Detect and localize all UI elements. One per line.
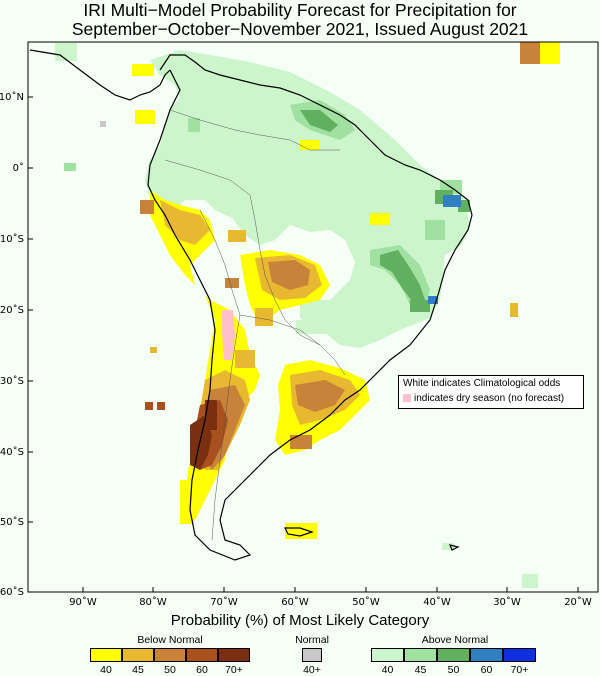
below-normal-areas — [132, 42, 560, 539]
below-swatch — [154, 648, 186, 662]
below-tick-label: 40 — [100, 664, 112, 676]
coastline — [29, 49, 473, 561]
below-swatch — [122, 648, 154, 662]
map-frame — [27, 41, 599, 593]
lon-label: 40˚W — [423, 596, 451, 608]
above-tick-label: 70+ — [510, 664, 529, 676]
lat-label: 10˚S — [0, 233, 24, 245]
below-swatch — [90, 648, 122, 662]
country-borders — [164, 109, 346, 541]
above-swatch — [371, 648, 404, 662]
dry-season-text: indicates dry season (no forecast) — [414, 393, 565, 404]
lon-label: 50˚W — [352, 596, 380, 608]
dry-season-area — [222, 310, 235, 360]
lat-label: 10˚N — [0, 91, 24, 103]
lon-label: 60˚W — [281, 596, 309, 608]
climatology-note: White indicates Climatological odds — [403, 378, 561, 389]
lat-label: 40˚S — [0, 446, 24, 458]
lat-label: 20˚S — [0, 304, 24, 316]
above-normal-label: Above Normal — [421, 634, 489, 646]
lon-label: 70˚W — [210, 596, 238, 608]
latitude-axis: 10˚N 0˚ 10˚S 20˚S 30˚S 40˚S 50˚S 60˚S — [0, 91, 33, 598]
below-swatch — [218, 648, 250, 662]
above-swatch — [503, 648, 536, 662]
map-note-box: White indicates Climatological odds indi… — [398, 375, 584, 409]
below-tick-label: 60 — [196, 664, 208, 676]
below-swatch — [186, 648, 218, 662]
lon-label: 20˚W — [564, 596, 592, 608]
above-tick-label: 50 — [447, 664, 460, 676]
above-tick-label: 60 — [480, 664, 493, 676]
above-normal-areas — [55, 43, 538, 588]
pink-swatch — [403, 394, 411, 402]
below-tick-label: 45 — [132, 664, 144, 676]
normal-area — [100, 121, 106, 127]
lat-label: 60˚S — [0, 586, 24, 598]
forecast-map: 10˚N 0˚ 10˚S 20˚S 30˚S 40˚S 50˚S 60˚S 90… — [0, 41, 599, 608]
lat-label: 0˚ — [13, 162, 24, 174]
below-tick-label: 70+ — [225, 664, 243, 676]
normal-label: Normal — [295, 634, 329, 646]
lon-label: 90˚W — [69, 596, 97, 608]
lat-label: 30˚S — [0, 375, 24, 387]
normal-tick-label: 40+ — [303, 664, 321, 676]
lon-label: 30˚W — [493, 596, 521, 608]
below-normal-label: Below Normal — [137, 634, 203, 646]
below-tick-label: 50 — [164, 664, 176, 676]
above-swatch — [437, 648, 470, 662]
normal-swatch — [302, 648, 322, 662]
dry-season-note: indicates dry season (no forecast) — [403, 393, 564, 404]
lon-label: 80˚W — [139, 596, 167, 608]
above-swatch — [470, 648, 503, 662]
above-tick-label: 40 — [381, 664, 394, 676]
above-tick-label: 45 — [414, 664, 427, 676]
legend-title: Probability (%) of Most Likely Category — [170, 612, 430, 629]
map-title-line1: IRI Multi−Model Probability Forecast for… — [83, 0, 517, 20]
longitude-axis: 90˚W 80˚W 70˚W 60˚W 50˚W 40˚W 30˚W 20˚W — [69, 587, 592, 608]
lat-label: 50˚S — [0, 516, 24, 528]
map-title-line2: September−October−November 2021, Issued … — [71, 19, 529, 39]
above-swatch — [404, 648, 437, 662]
